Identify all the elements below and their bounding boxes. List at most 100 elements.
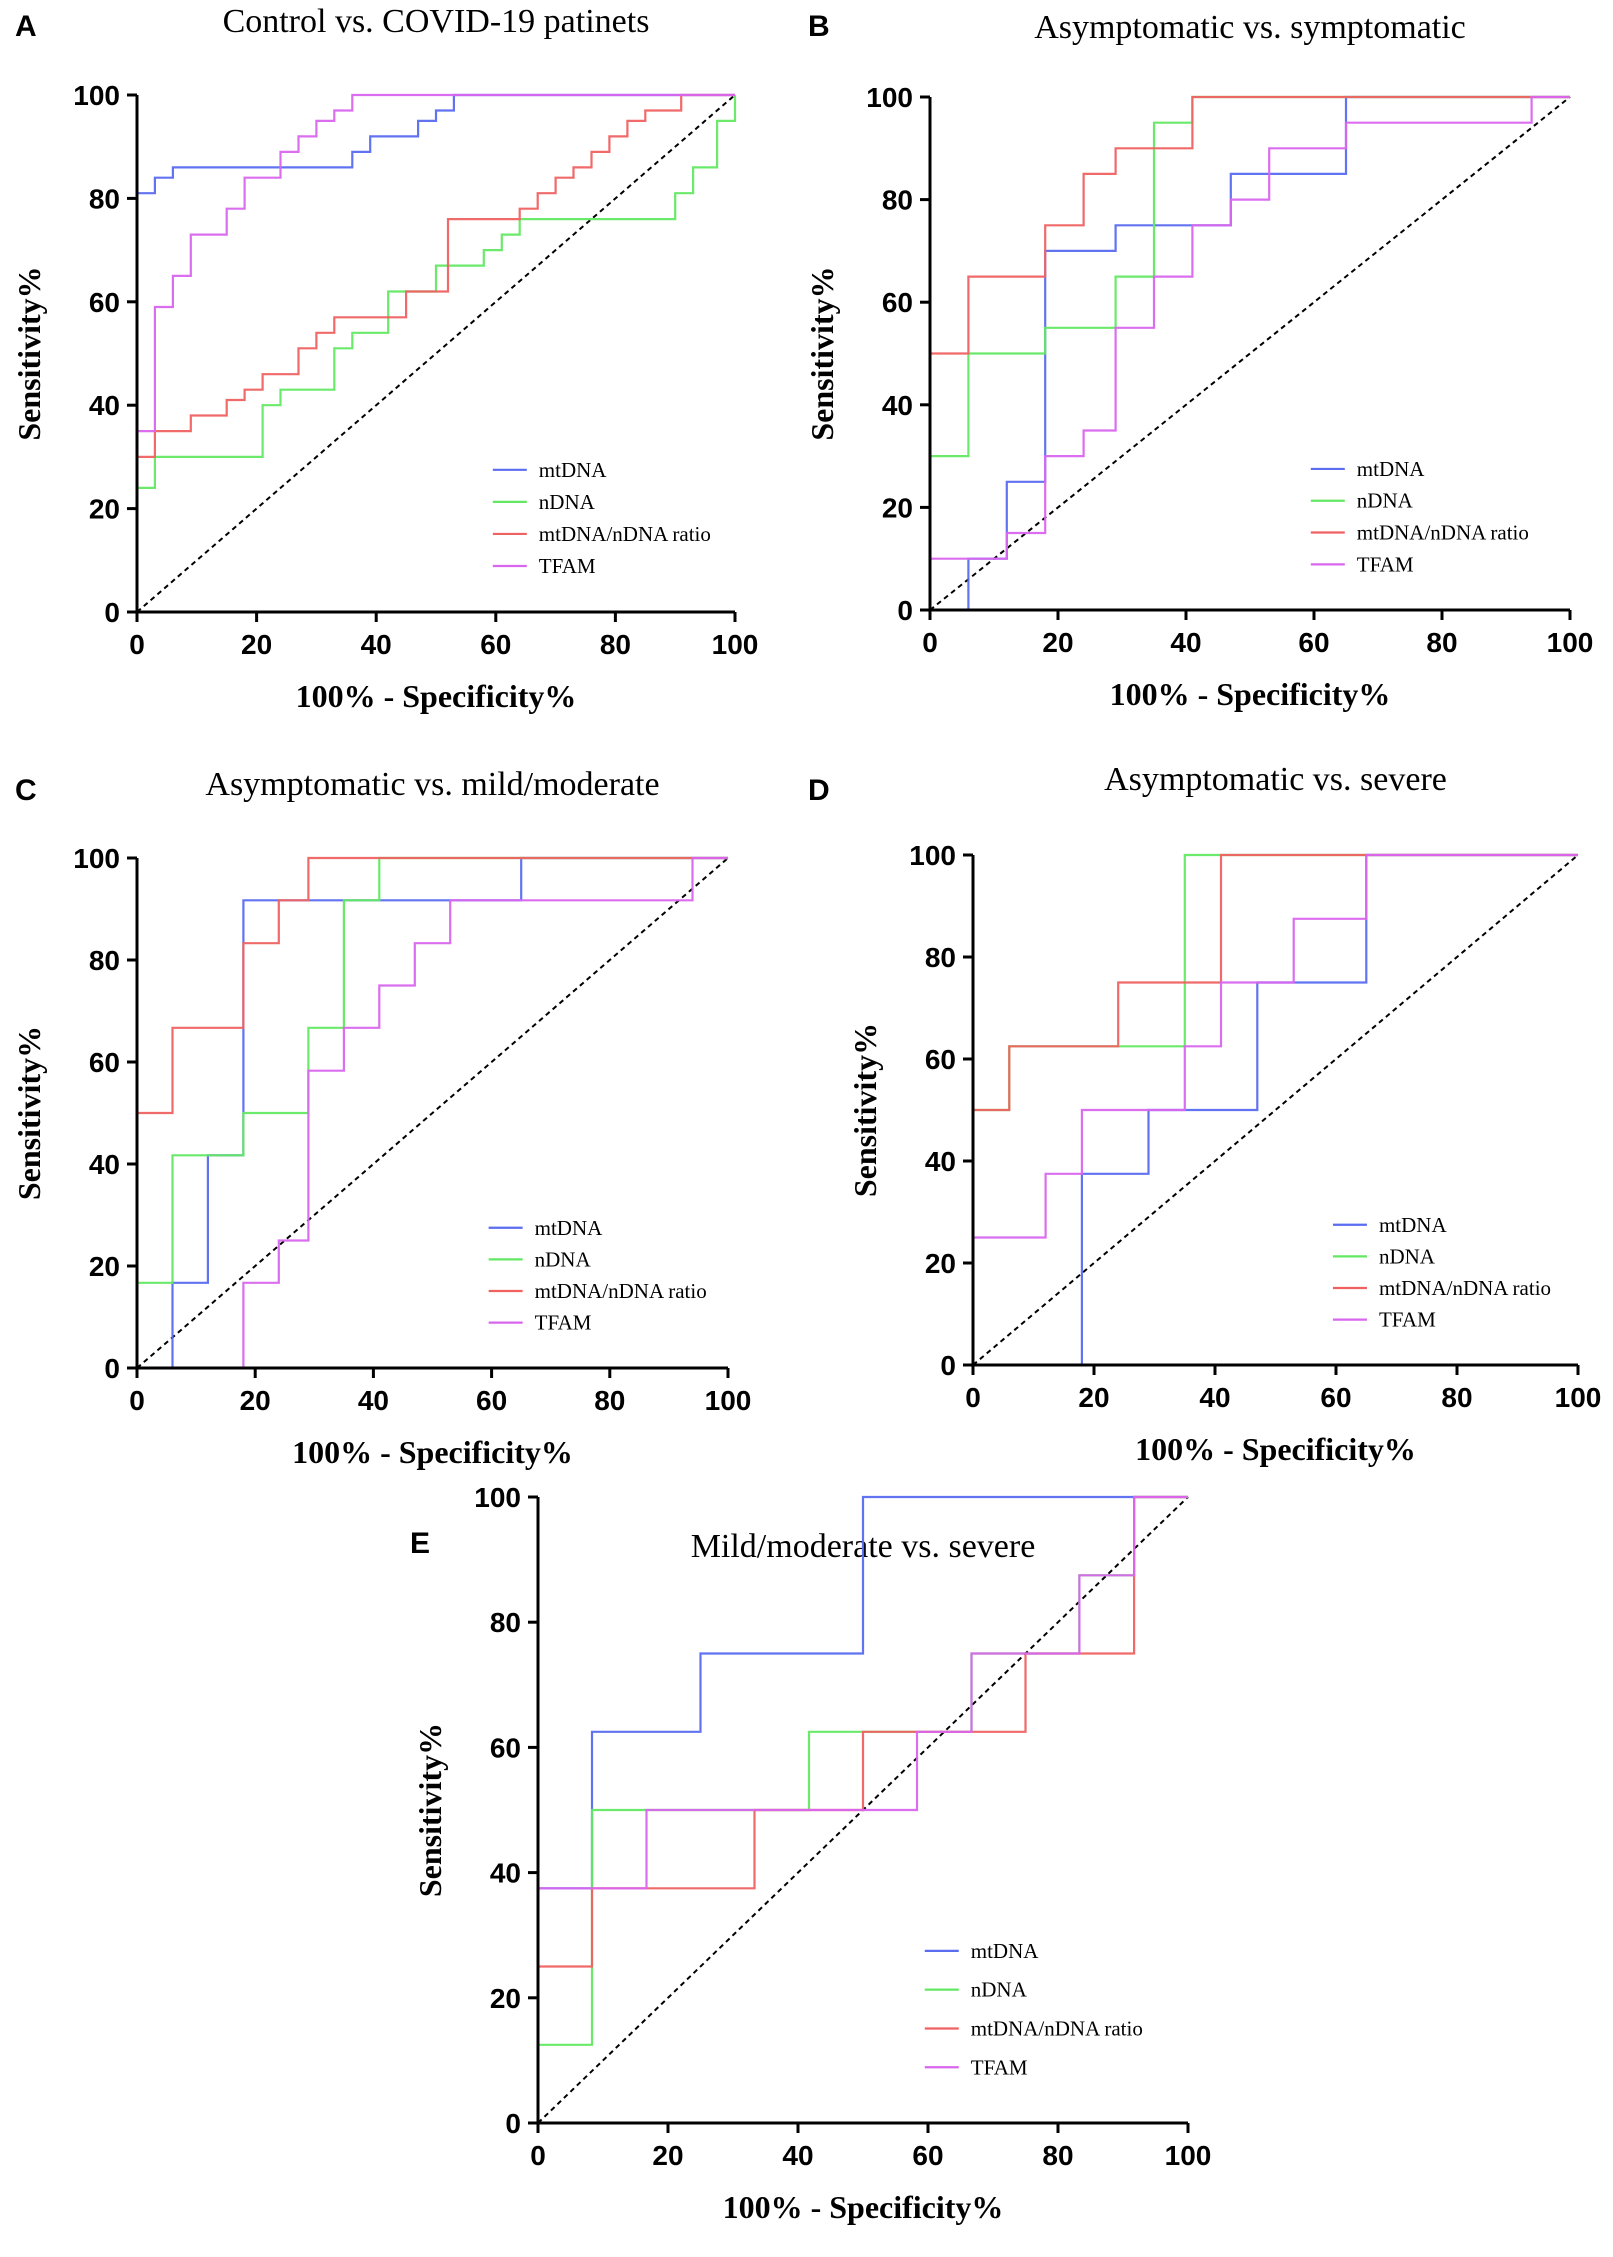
- x-tick-label: 20: [241, 629, 272, 660]
- legend: mtDNA nDNA mtDNA/nDNA ratio TFAM: [1310, 457, 1529, 576]
- x-axis-label: 100% - Specificity%: [1135, 1431, 1416, 1467]
- legend-label-ndna: nDNA: [539, 490, 596, 514]
- y-tick-label: 20: [89, 1251, 120, 1282]
- series-line-tfam: [971, 853, 1578, 1365]
- x-tick-label: 60: [912, 2140, 943, 2171]
- legend-label-mtdna: mtDNA: [971, 1939, 1040, 1963]
- x-tick-label: 80: [600, 629, 631, 660]
- legend-label-mtdna: mtDNA: [539, 458, 608, 482]
- panel-letter: A: [15, 10, 37, 43]
- y-tick-label: 20: [89, 494, 120, 525]
- x-tick-label: 0: [922, 627, 938, 658]
- y-tick-label: 60: [925, 1044, 956, 1075]
- y-tick-label: 80: [89, 945, 120, 976]
- x-tick-label: 80: [1426, 627, 1457, 658]
- y-tick-label: 20: [925, 1248, 956, 1279]
- legend-label-mtdna-ndna-ratio: mtDNA/nDNA ratio: [1357, 521, 1529, 545]
- series-line-ndna: [135, 95, 737, 612]
- legend: mtDNA nDNA mtDNA/nDNA ratio TFAM: [492, 458, 711, 578]
- y-axis-label: Sensitivity%: [804, 266, 840, 440]
- y-tick-label: 40: [89, 390, 120, 421]
- legend-label-mtdna: mtDNA: [535, 1216, 604, 1240]
- y-tick-label: 60: [490, 1732, 521, 1763]
- y-tick-label: 80: [882, 185, 913, 216]
- x-tick-label: 100: [705, 1385, 752, 1416]
- y-tick-label: 0: [104, 597, 120, 628]
- x-tick-label: 80: [594, 1385, 625, 1416]
- legend-label-tfam: TFAM: [535, 1311, 592, 1335]
- y-tick-label: 100: [73, 843, 120, 874]
- legend-label-tfam: TFAM: [1379, 1308, 1436, 1332]
- y-tick-label: 100: [474, 1482, 521, 1513]
- y-tick-label: 0: [897, 595, 913, 626]
- reference-diagonal: [136, 857, 729, 1369]
- y-tick-label: 60: [89, 287, 120, 318]
- y-tick-label: 0: [940, 1350, 956, 1381]
- y-tick-label: 80: [490, 1607, 521, 1638]
- legend-label-mtdna-ndna-ratio: mtDNA/nDNA ratio: [971, 2016, 1143, 2040]
- series-line-mtdna-ndna-ratio: [971, 853, 1578, 1365]
- y-axis-label: Sensitivity%: [11, 1026, 47, 1200]
- y-axis-label: Sensitivity%: [11, 266, 47, 440]
- x-tick-label: 20: [1042, 627, 1073, 658]
- x-tick-label: 20: [652, 2140, 683, 2171]
- y-tick-label: 0: [104, 1353, 120, 1384]
- y-tick-label: 80: [925, 942, 956, 973]
- y-tick-label: 100: [73, 80, 120, 111]
- legend-label-tfam: TFAM: [539, 554, 596, 578]
- chart-title: Asymptomatic vs. symptomatic: [1034, 9, 1466, 46]
- panel-letter: B: [808, 10, 830, 43]
- y-tick-label: 60: [89, 1047, 120, 1078]
- x-tick-label: 60: [1320, 1382, 1351, 1413]
- x-tick-label: 40: [361, 629, 392, 660]
- x-tick-label: 40: [782, 2140, 813, 2171]
- y-axis-label: Sensitivity%: [412, 1723, 448, 1897]
- x-tick-label: 0: [530, 2140, 546, 2171]
- x-tick-label: 0: [965, 1382, 981, 1413]
- x-tick-label: 60: [1298, 627, 1329, 658]
- panel-c: C Asymptomatic vs. mild/moderate 0 20 40 60 80…: [11, 766, 751, 1470]
- legend-label-mtdna-ndna-ratio: mtDNA/nDNA ratio: [1379, 1276, 1551, 1300]
- chart-title: Asymptomatic vs. mild/moderate: [205, 766, 659, 803]
- reference-diagonal: [929, 96, 1571, 611]
- series-line-tfam: [928, 95, 1570, 610]
- x-axis-label: 100% - Specificity%: [292, 1434, 573, 1470]
- series-line-tfam: [135, 93, 735, 612]
- panel-b: B Asymptomatic vs. symptomatic 0 20 40 60 80 10…: [804, 9, 1593, 712]
- legend-label-ndna: nDNA: [971, 1978, 1028, 2002]
- panel-letter: E: [410, 1527, 430, 1560]
- y-tick-label: 40: [490, 1858, 521, 1889]
- x-tick-label: 0: [129, 1385, 145, 1416]
- panel-d: D Asymptomatic vs. severe 0 20 40 60 80 100 0 20 4…: [808, 761, 1601, 1467]
- series-line-mtdna-ndna-ratio: [135, 856, 728, 1368]
- x-tick-label: 20: [240, 1385, 271, 1416]
- x-axis-label: 100% - Specificity%: [723, 2189, 1004, 2225]
- y-tick-label: 80: [89, 183, 120, 214]
- y-tick-label: 100: [909, 840, 956, 871]
- x-tick-label: 80: [1441, 1382, 1472, 1413]
- legend-label-ndna: nDNA: [535, 1247, 592, 1271]
- series-line-mtdna-ndna-ratio: [928, 95, 1570, 610]
- y-tick-label: 20: [490, 1983, 521, 2014]
- legend-label-mtdna-ndna-ratio: mtDNA/nDNA ratio: [539, 522, 711, 546]
- panel-letter: C: [15, 774, 37, 807]
- y-axis-label: Sensitivity%: [847, 1023, 883, 1197]
- x-axis-label: 100% - Specificity%: [1110, 676, 1391, 712]
- x-tick-label: 100: [712, 629, 759, 660]
- y-tick-label: 60: [882, 287, 913, 318]
- legend-label-tfam: TFAM: [971, 2055, 1028, 2079]
- series-line-mtdna-ndna-ratio: [135, 93, 735, 612]
- legend: mtDNA nDNA mtDNA/nDNA ratio TFAM: [924, 1939, 1143, 2079]
- x-tick-label: 100: [1555, 1382, 1602, 1413]
- y-tick-label: 20: [882, 492, 913, 523]
- chart-title: Control vs. COVID-19 patinets: [223, 3, 650, 40]
- x-tick-label: 40: [1199, 1382, 1230, 1413]
- legend-label-ndna: nDNA: [1357, 489, 1414, 513]
- y-tick-label: 40: [925, 1146, 956, 1177]
- y-tick-label: 100: [866, 82, 913, 113]
- x-tick-label: 60: [480, 629, 511, 660]
- chart-title: Asymptomatic vs. severe: [1104, 761, 1447, 798]
- panel-letter: D: [808, 774, 830, 807]
